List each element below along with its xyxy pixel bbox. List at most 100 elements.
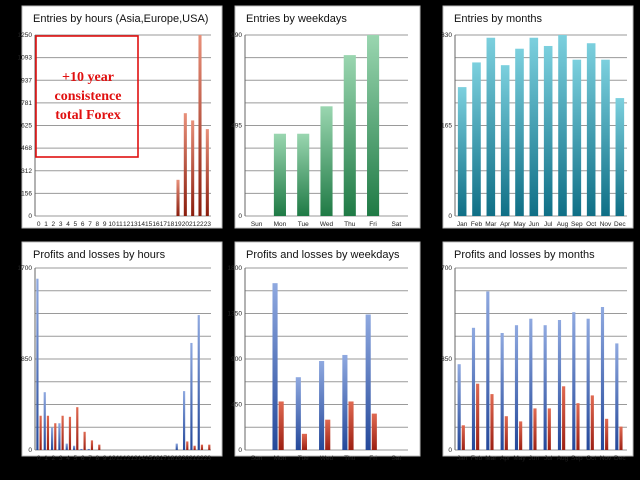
x-tick-label: 2 bbox=[52, 221, 56, 228]
y-tick-label: 1250 bbox=[18, 32, 33, 39]
loss-bar bbox=[547, 408, 551, 450]
x-tick-label: Jul bbox=[544, 221, 553, 228]
x-tick-label: Jul bbox=[544, 455, 553, 462]
y-tick-label: 1350 bbox=[228, 311, 243, 318]
x-tick-label: 17 bbox=[160, 221, 168, 228]
x-tick-label: 11 bbox=[116, 221, 123, 228]
x-tick-label: 12 bbox=[123, 221, 131, 228]
profit-bar bbox=[58, 423, 61, 450]
loss-bar bbox=[200, 444, 204, 450]
x-tick-label: 6 bbox=[81, 221, 85, 228]
y-tick-label: 625 bbox=[21, 123, 32, 130]
x-tick-label: Oct bbox=[586, 455, 596, 462]
annotation: +10 year consistence total Forex bbox=[35, 35, 139, 158]
x-tick-label: 14 bbox=[138, 455, 146, 462]
loss-bar bbox=[533, 408, 537, 450]
x-tick-label: 19 bbox=[174, 455, 182, 462]
x-tick-label: Mar bbox=[485, 221, 497, 228]
bar bbox=[515, 48, 524, 216]
x-tick-label: 3 bbox=[59, 455, 63, 462]
x-tick-label: Mon bbox=[274, 455, 287, 462]
x-tick-label: 9 bbox=[103, 221, 107, 228]
y-tick-label: 781 bbox=[21, 100, 32, 107]
x-tick-label: Nov bbox=[600, 221, 612, 228]
bar bbox=[486, 37, 496, 216]
x-tick-label: Sat bbox=[391, 455, 401, 462]
x-tick-label: 11 bbox=[116, 455, 123, 462]
x-tick-label: 8 bbox=[96, 455, 100, 462]
x-tick-label: Fri bbox=[369, 455, 377, 462]
x-tick-label: 23 bbox=[204, 221, 212, 228]
x-tick-label: 15 bbox=[145, 455, 153, 462]
x-tick-label: 7 bbox=[88, 221, 92, 228]
x-tick-label: Nov bbox=[600, 455, 612, 462]
x-tick-label: Aug bbox=[557, 455, 569, 462]
x-tick-label: Sun bbox=[251, 221, 263, 228]
loss-bar bbox=[208, 444, 211, 450]
x-tick-label: 2 bbox=[52, 455, 56, 462]
profit-bar bbox=[365, 314, 371, 450]
bar bbox=[615, 98, 625, 216]
y-tick-label: 0 bbox=[28, 447, 32, 454]
x-tick-label: 10 bbox=[108, 221, 116, 228]
loss-bar bbox=[562, 386, 566, 450]
chart-frame bbox=[21, 5, 223, 229]
profit-bar bbox=[586, 318, 590, 450]
profit-bar bbox=[197, 315, 200, 450]
loss-bar bbox=[193, 445, 196, 450]
bar bbox=[191, 120, 195, 216]
loss-bar bbox=[605, 418, 609, 450]
x-tick-label: Jun bbox=[529, 455, 540, 462]
loss-bar bbox=[61, 415, 64, 450]
profit-bar bbox=[514, 325, 519, 450]
profit-bar bbox=[182, 391, 186, 450]
x-tick-label: 5 bbox=[74, 221, 78, 228]
profit-bar bbox=[190, 342, 193, 450]
annotation-line: +10 year bbox=[62, 70, 114, 85]
profit-bar bbox=[72, 445, 76, 450]
x-tick-label: Dec bbox=[614, 221, 626, 228]
x-tick-label: May bbox=[513, 221, 526, 228]
loss-bar bbox=[54, 423, 57, 450]
loss-bar bbox=[461, 425, 465, 450]
loss-bar bbox=[46, 415, 50, 450]
x-tick-label: Apr bbox=[500, 221, 511, 228]
x-tick-label: 8 bbox=[96, 221, 100, 228]
annotation-line: consistence bbox=[55, 89, 122, 104]
loss-bar bbox=[476, 383, 480, 450]
chart-frame bbox=[21, 241, 223, 457]
bar bbox=[500, 65, 510, 217]
x-tick-label: 12 bbox=[123, 455, 131, 462]
x-tick-label: Tue bbox=[298, 455, 309, 462]
bar bbox=[205, 129, 209, 216]
bar bbox=[367, 35, 380, 216]
x-tick-label: 18 bbox=[167, 221, 175, 228]
y-tick-label: 0 bbox=[448, 213, 452, 220]
bar bbox=[176, 179, 180, 216]
bar bbox=[472, 62, 481, 217]
x-tick-label: 4 bbox=[66, 455, 70, 462]
x-tick-label: 21 bbox=[189, 221, 197, 228]
x-tick-label: Sat bbox=[391, 221, 401, 228]
y-tick-label: 900 bbox=[231, 356, 242, 363]
profit-bar bbox=[295, 377, 301, 450]
loss-bar bbox=[519, 421, 523, 450]
loss-bar bbox=[348, 401, 354, 450]
y-tick-label: 1093 bbox=[18, 55, 33, 62]
x-tick-label: 22 bbox=[196, 455, 204, 462]
bar bbox=[273, 133, 286, 216]
chart-title: Entries by hours (Asia,Europe,USA) bbox=[33, 13, 208, 25]
loss-bar bbox=[325, 419, 331, 450]
chart-title: Profits and losses by hours bbox=[33, 249, 166, 261]
bar bbox=[529, 37, 539, 216]
x-tick-label: 15 bbox=[145, 221, 153, 228]
y-tick-label: 1800 bbox=[228, 265, 243, 272]
x-tick-label: 16 bbox=[152, 455, 160, 462]
x-tick-label: Apr bbox=[500, 455, 511, 462]
x-tick-label: Thu bbox=[344, 221, 356, 228]
loss-bar bbox=[371, 413, 377, 450]
loss-bar bbox=[83, 431, 86, 450]
x-tick-label: Sun bbox=[251, 455, 263, 462]
x-tick-label: 20 bbox=[182, 221, 190, 228]
